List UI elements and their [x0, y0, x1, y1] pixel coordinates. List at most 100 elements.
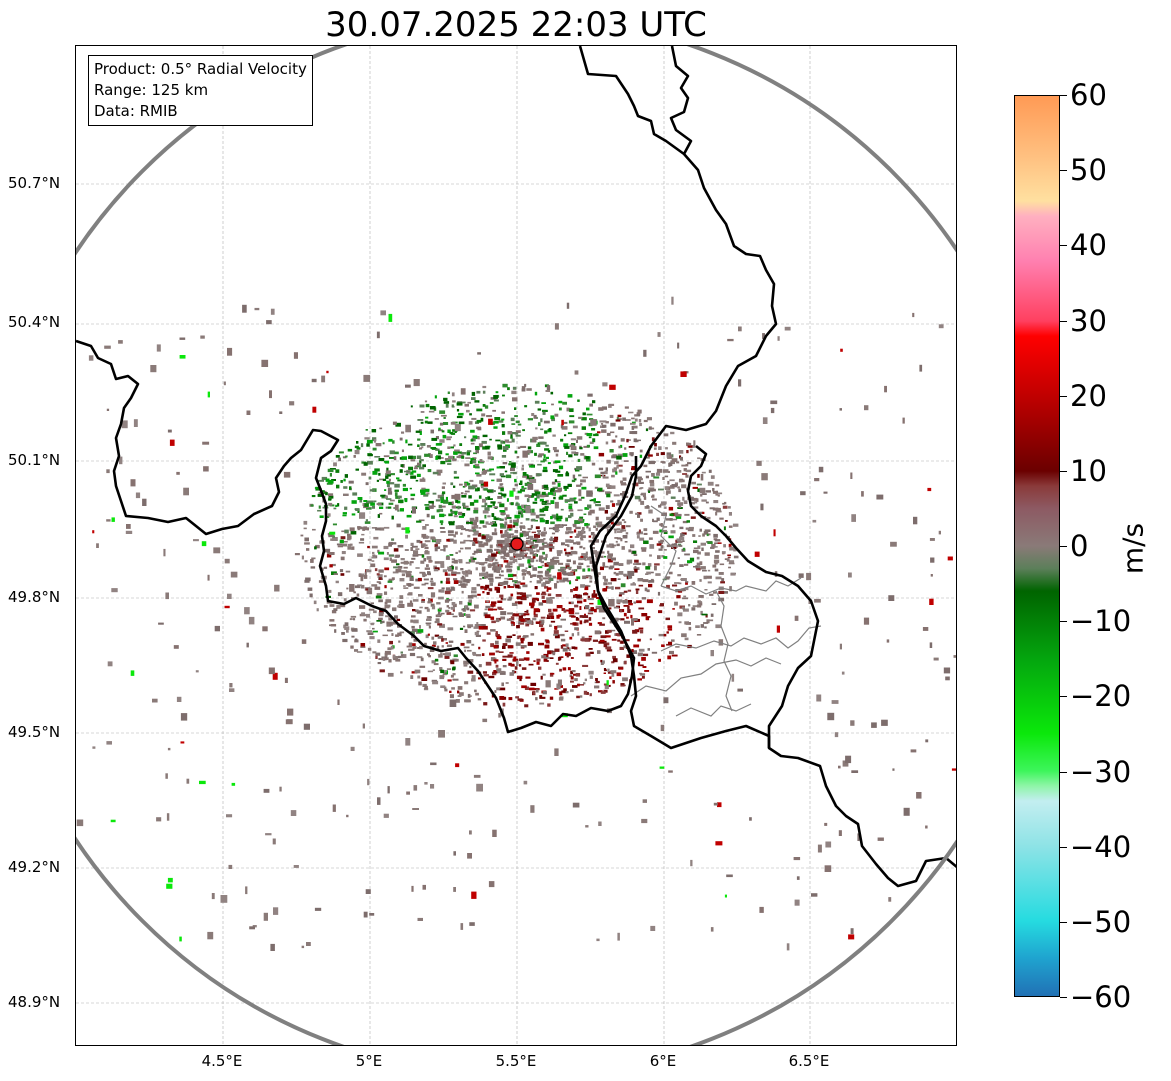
echo-cell — [724, 894, 727, 898]
echo-cell — [610, 521, 614, 525]
echo-cell — [592, 639, 598, 642]
echo-cell — [423, 558, 427, 562]
echo-cell — [684, 621, 689, 625]
echo-cell — [465, 457, 471, 459]
echo-cell — [693, 440, 696, 448]
echo-cell — [712, 491, 717, 494]
echo-cell — [554, 460, 561, 463]
echo-cell — [723, 526, 726, 531]
echo-cell — [759, 906, 764, 913]
echo-cell — [660, 461, 665, 463]
echo-cell — [605, 483, 610, 488]
echo-cell — [362, 527, 366, 531]
echo-cell — [507, 584, 511, 588]
echo-cell — [420, 443, 426, 446]
echo-cell — [488, 498, 493, 500]
echo-cell — [429, 529, 434, 533]
echo-cell — [564, 548, 567, 552]
echo-cell — [577, 509, 583, 512]
echo-cell — [356, 447, 361, 450]
echo-cell — [717, 494, 720, 497]
echo-cell — [633, 563, 639, 565]
echo-cell — [640, 673, 646, 676]
echo-cell — [715, 624, 722, 629]
echo-cell — [672, 608, 675, 610]
echo-cell — [496, 546, 501, 548]
echo-cell — [677, 502, 684, 506]
echo-cell — [424, 567, 430, 570]
echo-cell — [947, 556, 953, 561]
echo-cell — [595, 527, 598, 531]
echo-cell — [360, 538, 365, 541]
echo-cell — [702, 511, 705, 514]
echo-cell — [675, 646, 680, 648]
echo-cell — [542, 502, 545, 504]
echo-cell — [455, 499, 459, 503]
echo-cell — [449, 690, 452, 693]
echo-cell — [824, 865, 832, 872]
echo-cell — [615, 617, 619, 622]
echo-cell — [444, 458, 448, 461]
echo-cell — [648, 454, 653, 457]
echo-cell — [461, 513, 466, 517]
echo-cell — [453, 444, 456, 447]
lat-label: 50.4°N — [8, 313, 61, 331]
echo-cell — [573, 497, 577, 500]
echo-cell — [545, 553, 548, 558]
echo-cell — [563, 443, 569, 448]
echo-cell — [697, 474, 700, 478]
echo-cell — [681, 532, 687, 535]
echo-cell — [373, 610, 377, 614]
echo-cell — [656, 468, 663, 473]
echo-cell — [580, 483, 583, 486]
echo-cell — [574, 594, 578, 596]
echo-cell — [498, 670, 505, 673]
echo-cell — [633, 438, 637, 443]
echo-cell — [540, 533, 544, 537]
echo-cell — [660, 724, 665, 732]
echo-cell — [824, 822, 828, 826]
echo-cell — [717, 542, 722, 544]
echo-cell — [685, 587, 689, 591]
echo-cell — [668, 770, 673, 773]
echo-cell — [682, 520, 688, 524]
echo-cell — [672, 518, 678, 521]
echo-cell — [415, 578, 421, 582]
echo-cell — [438, 429, 443, 432]
echo-cell — [507, 598, 512, 601]
echo-cell — [616, 599, 623, 603]
echo-cell — [495, 640, 499, 645]
echo-cell — [427, 572, 431, 576]
echo-cell — [387, 580, 393, 583]
echo-cell — [449, 694, 454, 699]
colorbar-tick — [1060, 997, 1067, 998]
echo-cell — [411, 545, 418, 548]
echo-cell — [585, 692, 589, 695]
echo-cell — [658, 446, 662, 450]
echo-cell — [522, 530, 526, 533]
echo-cell — [701, 547, 704, 551]
echo-cell — [585, 551, 588, 556]
echo-cell — [517, 566, 520, 571]
echo-cell — [420, 657, 424, 662]
echo-cell — [620, 480, 624, 484]
echo-cell — [589, 651, 594, 654]
echo-cell — [530, 574, 533, 578]
echo-cell — [698, 535, 701, 537]
echo-cell — [329, 604, 335, 607]
echo-cell — [439, 668, 443, 671]
echo-cell — [570, 676, 574, 680]
echo-cell — [512, 386, 517, 390]
echo-cell — [279, 786, 282, 792]
echo-cell — [716, 492, 723, 495]
country-borders — [76, 46, 956, 888]
echo-cell — [681, 464, 687, 467]
echo-cell — [623, 460, 629, 462]
echo-cell — [507, 573, 514, 578]
echo-cell — [685, 581, 689, 583]
radar-map[interactable] — [75, 45, 957, 1046]
echo-cell — [450, 482, 454, 486]
echo-cell — [504, 531, 508, 534]
country-border-lux — [594, 456, 956, 888]
echo-cell — [422, 464, 426, 468]
